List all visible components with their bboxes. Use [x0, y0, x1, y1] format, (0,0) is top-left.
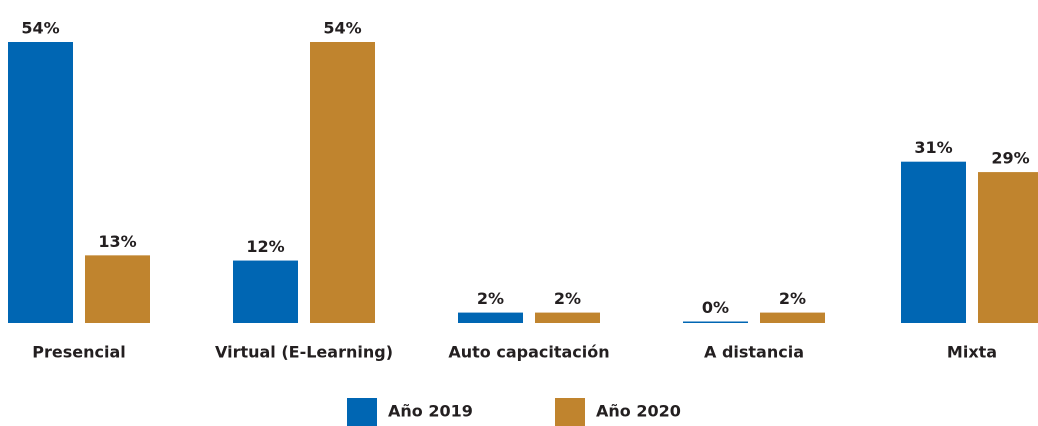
value-label: 31% — [914, 138, 952, 157]
legend-label: Año 2020 — [596, 402, 681, 421]
value-label: 2% — [554, 289, 581, 308]
value-label: 2% — [779, 289, 806, 308]
bar — [8, 42, 73, 323]
bar — [310, 42, 375, 323]
bar — [683, 321, 748, 323]
bar — [901, 161, 966, 323]
bar — [760, 312, 825, 323]
value-label: 12% — [246, 237, 284, 256]
x-tick-label: Presencial — [32, 343, 125, 362]
value-label: 54% — [323, 19, 361, 38]
bar — [458, 312, 523, 323]
value-label: 54% — [21, 19, 59, 38]
bar — [978, 172, 1038, 323]
x-tick-label: A distancia — [704, 343, 804, 362]
value-label: 13% — [98, 232, 136, 251]
value-label: 29% — [991, 149, 1029, 168]
legend-swatch — [555, 398, 585, 426]
x-tick-label: Auto capacitación — [448, 343, 609, 362]
legend-label: Año 2019 — [388, 402, 473, 421]
bar — [233, 260, 298, 323]
value-label: 0% — [702, 298, 729, 317]
bar — [535, 312, 600, 323]
value-label: 2% — [477, 289, 504, 308]
legend-swatch — [347, 398, 377, 426]
x-tick-label: Virtual (E-Learning) — [215, 343, 393, 362]
bar — [85, 255, 150, 323]
x-tick-label: Mixta — [947, 343, 997, 362]
